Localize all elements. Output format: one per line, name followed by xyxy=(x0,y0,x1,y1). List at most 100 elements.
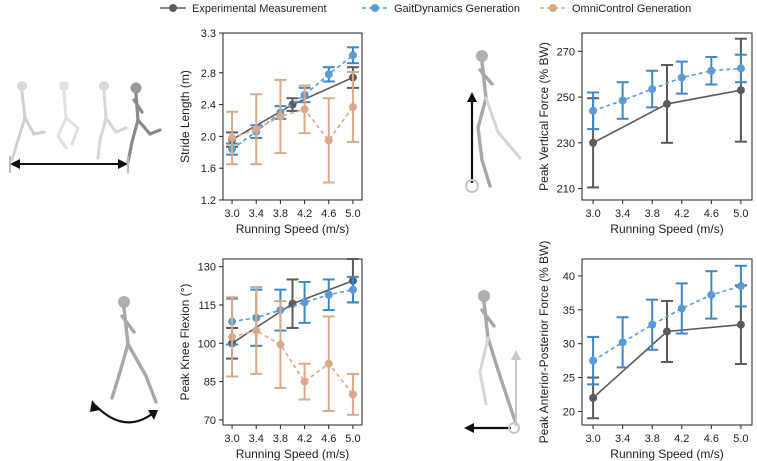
knee-flexion-illustration xyxy=(90,296,158,424)
plot-frame xyxy=(222,258,363,426)
series-line xyxy=(592,285,742,362)
y-tick-label: 130 xyxy=(198,262,216,274)
data-point xyxy=(589,356,598,365)
skeleton-figure-ghost-1 xyxy=(10,81,46,162)
plot-frame xyxy=(222,32,363,201)
x-tick-label: 3.4 xyxy=(615,433,630,445)
x-tick-label: 4.2 xyxy=(297,208,312,220)
x-axis-label: Running Speed (m/s) xyxy=(610,222,723,236)
arrow-left-icon xyxy=(464,423,474,433)
y-tick-label: 230 xyxy=(557,138,575,150)
series-line xyxy=(592,67,741,112)
legend-label-gaitdynamics: GaitDynamics Generation xyxy=(394,3,520,15)
y-tick-label: 40 xyxy=(563,271,575,283)
x-tick-label: 5.0 xyxy=(733,433,748,445)
y-tick-label: 1.2 xyxy=(201,195,216,207)
x-tick-label: 3.0 xyxy=(224,208,239,220)
y-axis-label: Peak Knee Flexion (°) xyxy=(178,284,192,401)
series-line xyxy=(231,329,354,395)
skeleton-figure-main xyxy=(126,82,162,164)
legend: Experimental Measurement GaitDynamics Ge… xyxy=(160,3,691,15)
series-exp xyxy=(587,37,747,189)
legend-item-experimental: Experimental Measurement xyxy=(160,3,327,15)
arrow-up-faint-icon xyxy=(511,350,521,360)
flexion-angle-arc xyxy=(94,404,154,424)
x-axis-label: Running Speed (m/s) xyxy=(236,222,349,236)
plot-frame xyxy=(581,32,753,201)
foot-contact-marker xyxy=(465,179,479,193)
legend-label-experimental: Experimental Measurement xyxy=(192,3,327,15)
data-point xyxy=(663,327,671,336)
arc-arrow-left-icon xyxy=(90,400,100,412)
y-tick-label: 115 xyxy=(198,300,216,312)
x-tick-label: 4.6 xyxy=(321,433,336,445)
y-axis-label: Peak Anterior-Posterior Force (% BW) xyxy=(537,241,551,444)
data-point xyxy=(618,338,627,347)
series-line xyxy=(231,54,354,150)
data-point xyxy=(276,112,285,121)
data-point xyxy=(324,136,333,145)
data-point xyxy=(677,304,686,313)
x-tick-label: 5.0 xyxy=(345,208,360,220)
arrow-head-right-icon xyxy=(118,159,128,169)
plot-frame xyxy=(581,258,753,426)
series-exp xyxy=(587,284,747,420)
x-tick-label: 5.0 xyxy=(345,433,360,445)
x-tick-label: 4.6 xyxy=(704,433,719,445)
arc-arrow-right-icon xyxy=(148,410,158,420)
data-point xyxy=(736,282,745,291)
series-gd xyxy=(587,264,747,386)
series-gd xyxy=(587,53,747,131)
x-tick-label: 3.8 xyxy=(645,433,660,445)
series-omni xyxy=(226,286,359,416)
y-tick-label: 25 xyxy=(563,373,575,385)
ap-force-illustration xyxy=(464,290,521,434)
skeleton-figure-ghost-3 xyxy=(96,81,128,160)
data-point xyxy=(348,102,357,111)
data-point xyxy=(324,70,333,79)
y-tick-label: 70 xyxy=(204,415,216,427)
vertical-force-illustration xyxy=(465,50,522,193)
data-point xyxy=(618,96,627,105)
x-tick-label: 4.6 xyxy=(704,208,719,220)
data-point xyxy=(648,320,657,329)
y-tick-label: 30 xyxy=(563,339,575,351)
y-tick-label: 250 xyxy=(557,92,575,104)
data-point xyxy=(589,106,598,115)
y-axis-label: Stride Length (m) xyxy=(178,70,192,163)
y-tick-label: 100 xyxy=(198,338,216,350)
y-tick-label: 2.8 xyxy=(201,68,216,80)
x-tick-label: 3.4 xyxy=(249,433,264,445)
data-point xyxy=(736,320,745,329)
series-exp xyxy=(226,66,359,148)
y-axis-label: Peak Vertical Force (% BW) xyxy=(537,42,551,191)
data-point xyxy=(707,290,716,299)
y-tick-label: 210 xyxy=(557,184,575,196)
data-point xyxy=(252,125,261,134)
data-point xyxy=(324,290,333,299)
skeleton-figure-ghost-2 xyxy=(56,81,80,150)
x-axis-label: Running Speed (m/s) xyxy=(236,447,349,461)
chart-peak-vertical-force: 210 230 250 270 3.0 3.4 3.8 4.2 4.6 5.0 Running Sp… xyxy=(537,32,753,236)
y-tick-label: 1.6 xyxy=(201,163,216,175)
stride-illustration xyxy=(9,81,162,173)
legend-label-omnicontrol: OmniControl Generation xyxy=(572,3,691,15)
y-tick-label: 270 xyxy=(557,46,575,58)
data-point xyxy=(252,326,261,335)
x-tick-label: 3.4 xyxy=(249,208,264,220)
data-point xyxy=(677,73,686,82)
data-point xyxy=(736,86,745,95)
data-point xyxy=(276,340,285,349)
x-tick-label: 3.0 xyxy=(224,433,239,445)
x-tick-label: 4.2 xyxy=(674,208,689,220)
data-point xyxy=(648,85,657,94)
y-tick-label: 2.0 xyxy=(201,131,216,143)
x-tick-label: 3.4 xyxy=(615,208,630,220)
data-point xyxy=(589,393,598,402)
data-point xyxy=(324,359,333,368)
y-tick-label: 85 xyxy=(204,377,216,389)
data-point xyxy=(348,51,357,60)
series-line xyxy=(231,106,354,142)
data-point xyxy=(300,298,309,307)
